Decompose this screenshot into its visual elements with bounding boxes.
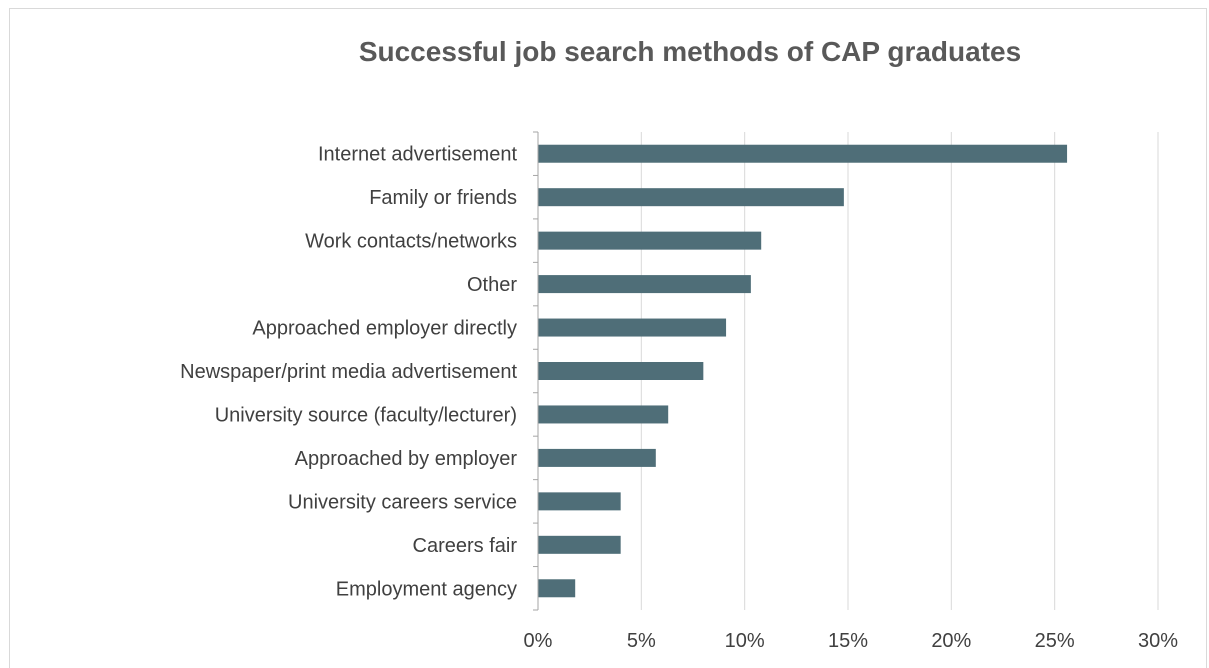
bar xyxy=(538,492,621,511)
category-label: Employment agency xyxy=(336,578,517,600)
x-tick-label: 15% xyxy=(828,630,868,652)
x-tick-label: 10% xyxy=(725,630,765,652)
category-label: Internet advertisement xyxy=(318,144,517,166)
bar xyxy=(538,362,704,380)
bar xyxy=(538,318,727,337)
gridlines xyxy=(640,132,1159,610)
bar xyxy=(538,405,669,424)
category-label: Work contacts/networks xyxy=(305,231,517,253)
category-label: Other xyxy=(467,274,517,296)
bars xyxy=(538,144,1068,598)
x-tick-label: 25% xyxy=(1035,630,1075,652)
bar xyxy=(538,448,656,467)
bar xyxy=(538,275,751,294)
category-label: University source (faculty/lecturer) xyxy=(215,404,517,426)
axes xyxy=(533,131,539,611)
chart-title: Successful job search methods of CAP gra… xyxy=(358,36,1022,67)
bar xyxy=(538,579,576,598)
category-label: Approached by employer xyxy=(295,448,518,470)
bar xyxy=(538,188,844,207)
category-label: Newspaper/print media advertisement xyxy=(180,361,517,383)
bar xyxy=(538,144,1068,163)
category-label: Careers fair xyxy=(413,535,518,557)
x-tick-label: 20% xyxy=(931,630,971,652)
x-tick-label: 5% xyxy=(627,630,656,652)
x-tick-label: 0% xyxy=(524,630,553,652)
chart-area xyxy=(9,8,1207,668)
bar xyxy=(538,231,762,250)
category-label: University careers service xyxy=(288,491,517,513)
category-label: Family or friends xyxy=(369,187,517,209)
bar xyxy=(538,535,621,554)
x-tick-label: 30% xyxy=(1138,630,1178,652)
category-label: Approached employer directly xyxy=(252,318,517,340)
labels: 0% 5% 10% 15% 20% 25% 30% Internet advertisemen… xyxy=(180,144,1178,652)
